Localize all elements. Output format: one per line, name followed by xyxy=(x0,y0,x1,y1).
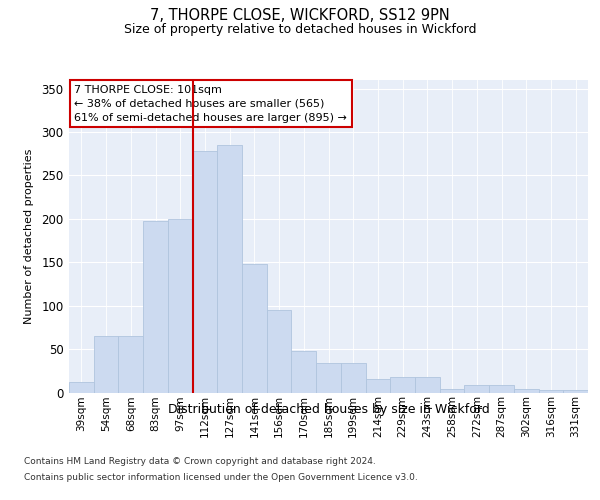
Text: 7, THORPE CLOSE, WICKFORD, SS12 9PN: 7, THORPE CLOSE, WICKFORD, SS12 9PN xyxy=(150,8,450,22)
Bar xyxy=(316,363,341,392)
Bar xyxy=(94,336,118,392)
Bar xyxy=(415,377,440,392)
Bar xyxy=(365,378,390,392)
Bar xyxy=(390,377,415,392)
Text: Distribution of detached houses by size in Wickford: Distribution of detached houses by size … xyxy=(168,402,490,415)
Text: 7 THORPE CLOSE: 101sqm
← 38% of detached houses are smaller (565)
61% of semi-de: 7 THORPE CLOSE: 101sqm ← 38% of detached… xyxy=(74,84,347,122)
Y-axis label: Number of detached properties: Number of detached properties xyxy=(24,148,34,324)
Text: Contains HM Land Registry data © Crown copyright and database right 2024.: Contains HM Land Registry data © Crown c… xyxy=(24,458,376,466)
Bar xyxy=(440,389,464,392)
Bar xyxy=(267,310,292,392)
Text: Contains public sector information licensed under the Open Government Licence v3: Contains public sector information licen… xyxy=(24,472,418,482)
Bar xyxy=(118,336,143,392)
Text: Size of property relative to detached houses in Wickford: Size of property relative to detached ho… xyxy=(124,22,476,36)
Bar xyxy=(69,382,94,392)
Bar xyxy=(242,264,267,392)
Bar xyxy=(292,351,316,393)
Bar xyxy=(193,151,217,392)
Bar xyxy=(563,390,588,392)
Bar xyxy=(217,145,242,392)
Bar xyxy=(168,219,193,392)
Bar xyxy=(464,384,489,392)
Bar xyxy=(514,389,539,392)
Bar xyxy=(489,384,514,392)
Bar xyxy=(539,390,563,392)
Bar xyxy=(341,363,365,392)
Bar xyxy=(143,220,168,392)
